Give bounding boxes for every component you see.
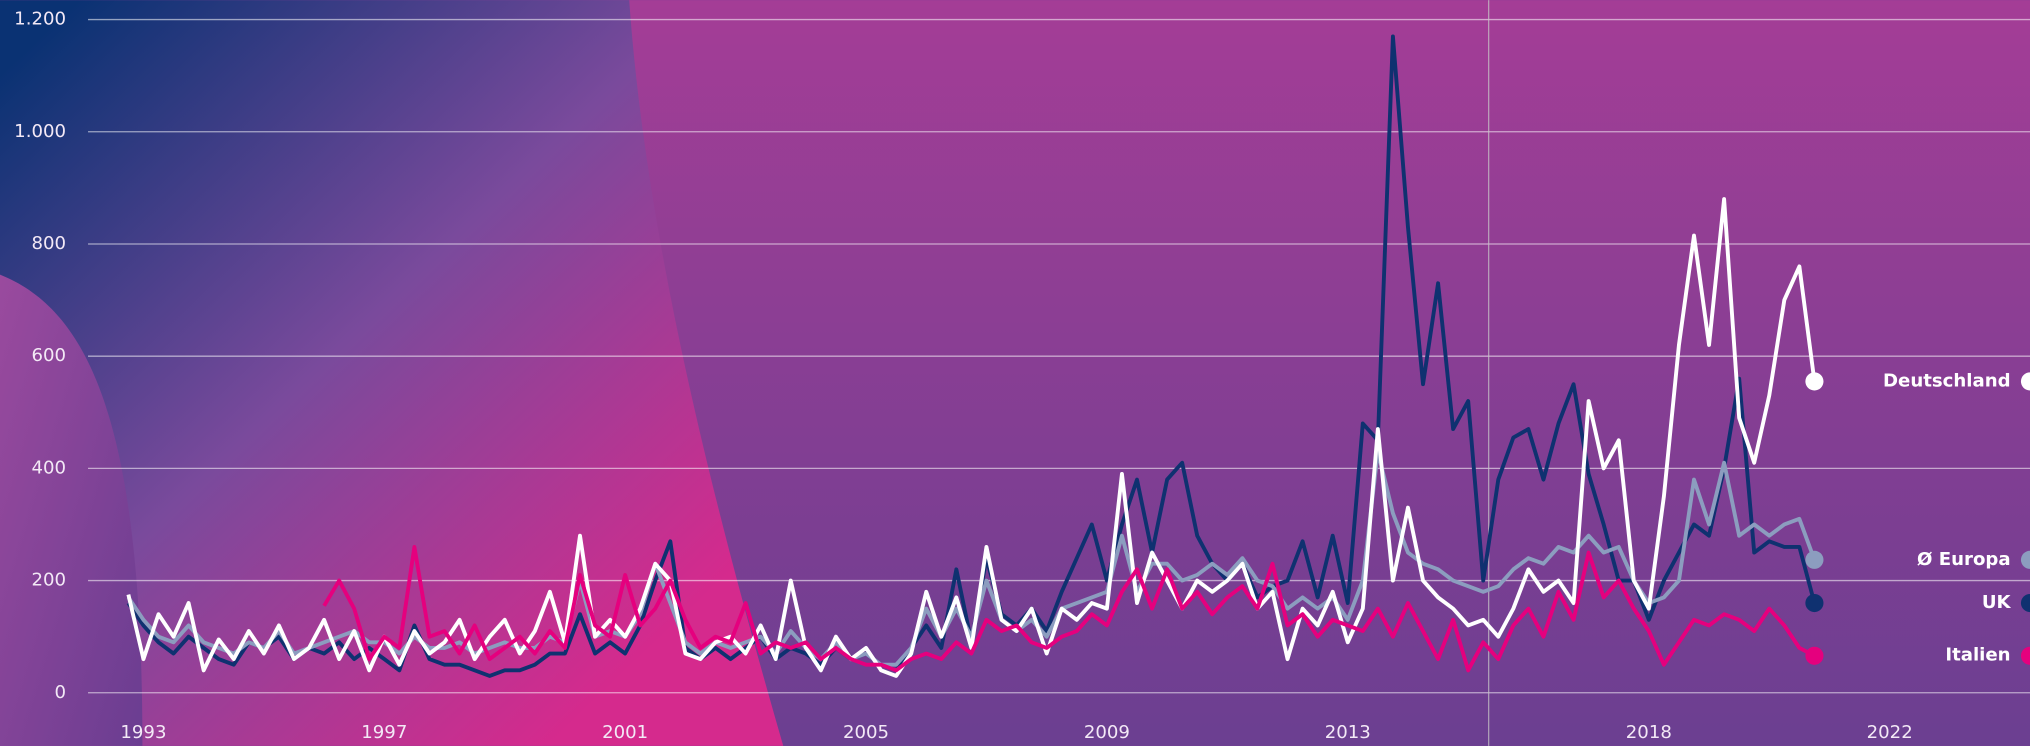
x-tick-label: 2022: [1867, 722, 1913, 743]
x-tick-label: 2018: [1626, 722, 1672, 743]
x-tick-label: 2009: [1084, 722, 1130, 743]
y-tick-label: 1.000: [14, 121, 66, 142]
y-tick-label: 1.200: [14, 9, 66, 30]
x-tick-label: 2001: [602, 722, 648, 743]
legend-label: UK: [1982, 592, 2012, 613]
end-dot: [1805, 372, 1823, 390]
y-tick-label: 600: [31, 345, 66, 366]
end-dot: [1805, 551, 1823, 569]
legend-label: Ø Europa: [1917, 549, 2011, 570]
end-dot: [1805, 594, 1823, 612]
y-tick-label: 200: [31, 570, 66, 591]
end-dot: [1805, 647, 1823, 665]
legend-label: Deutschland: [1883, 370, 2011, 391]
x-tick-label: 1997: [361, 722, 407, 743]
chart: 0 200 400 600 800 1.000 1.200 1993 1997 2001 2005 2…: [0, 0, 2030, 746]
y-tick-label: 400: [31, 457, 66, 478]
y-tick-label: 0: [54, 682, 66, 703]
x-tick-label: 1993: [120, 722, 166, 743]
x-tick-label: 2005: [843, 722, 889, 743]
x-tick-label: 2013: [1325, 722, 1371, 743]
y-tick-label: 800: [31, 233, 66, 254]
legend-label: Italien: [1945, 645, 2010, 666]
page: {"chart_data": {"type": "line", "x": [19…: [0, 0, 2030, 746]
